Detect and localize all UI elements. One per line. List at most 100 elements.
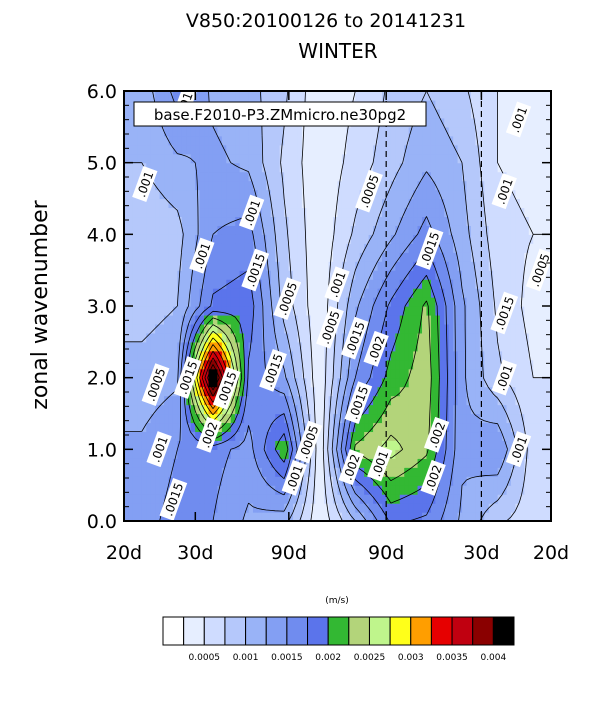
heatmap-cell — [319, 512, 325, 522]
heatmap-cell — [204, 404, 210, 415]
heatmap-cell — [235, 314, 241, 325]
heatmap-cell — [533, 252, 539, 262]
heatmap-cell — [395, 350, 401, 361]
heatmap-cell — [137, 386, 143, 397]
heatmap-cell — [275, 288, 281, 298]
heatmap-cell — [195, 467, 201, 477]
heatmap-cell — [373, 503, 379, 513]
heatmap-cell — [177, 458, 183, 468]
heatmap-cell — [333, 413, 339, 424]
heatmap-cell — [279, 153, 285, 164]
heatmap-cell — [528, 314, 534, 325]
heatmap-cell — [546, 108, 552, 119]
contour-line — [182, 249, 448, 522]
heatmap-cell — [422, 449, 428, 459]
heatmap-cell — [301, 162, 307, 173]
heatmap-cell — [159, 512, 165, 522]
heatmap-cell — [528, 512, 534, 522]
heatmap-cell — [261, 153, 267, 164]
heatmap-cell — [355, 422, 361, 433]
heatmap-cell — [341, 234, 347, 244]
heatmap-cell — [132, 368, 138, 379]
heatmap-cell — [301, 476, 307, 486]
heatmap-cell — [368, 476, 374, 486]
heatmap-cell — [124, 440, 130, 450]
x-tick-label: 90d — [368, 542, 404, 564]
heatmap-cell — [417, 404, 423, 415]
heatmap-cell — [190, 216, 196, 226]
heatmap-cell — [261, 494, 267, 504]
heatmap-cell — [426, 350, 432, 361]
heatmap-cell — [399, 144, 405, 155]
heatmap-cell — [310, 189, 316, 200]
heatmap-cell — [146, 234, 152, 244]
heatmap-cell — [408, 288, 414, 298]
heatmap-cell — [301, 189, 307, 200]
heatmap-cell — [190, 252, 196, 262]
heatmap-cell — [226, 467, 232, 477]
heatmap-cell — [506, 252, 512, 262]
heatmap-cell — [141, 225, 147, 235]
heatmap-cell — [537, 288, 543, 298]
heatmap-cell — [248, 153, 254, 164]
heatmap-cell — [248, 368, 254, 379]
heatmap-cell — [150, 314, 156, 325]
heatmap-cell — [502, 476, 508, 486]
heatmap-cell — [479, 252, 485, 262]
heatmap-cell — [310, 306, 316, 316]
heatmap-cell — [306, 91, 312, 101]
heatmap-cell — [542, 386, 548, 397]
heatmap-cell — [533, 512, 539, 522]
heatmap-cell — [252, 458, 259, 468]
heatmap-cell — [212, 91, 219, 101]
heatmap-cell — [426, 162, 432, 173]
heatmap-cell — [453, 485, 459, 495]
heatmap-cell — [124, 225, 130, 235]
heatmap-cell — [546, 314, 552, 325]
dashed-period-lines — [385, 91, 482, 521]
heatmap-cell — [257, 368, 263, 379]
heatmap-cell — [390, 368, 396, 379]
heatmap-cell — [377, 368, 383, 379]
heatmap-cell — [444, 279, 450, 289]
heatmap-cell — [266, 512, 272, 522]
heatmap-cell — [493, 234, 499, 244]
heatmap-cell — [168, 386, 174, 397]
heatmap-cell — [275, 422, 281, 433]
heatmap-cell — [310, 252, 316, 262]
heatmap-cell — [484, 261, 490, 271]
heatmap-cell — [208, 503, 214, 513]
heatmap-cell — [484, 180, 490, 191]
heatmap-cell — [426, 512, 432, 522]
heatmap-cell — [466, 377, 472, 388]
heatmap-cell — [132, 467, 138, 477]
heatmap-cell — [186, 198, 192, 209]
heatmap-cell — [266, 314, 272, 325]
heatmap-cell — [386, 144, 392, 155]
heatmap-cell — [252, 431, 259, 441]
heatmap-cell — [128, 270, 134, 280]
heatmap-cell — [457, 91, 463, 101]
heatmap-cell — [448, 189, 454, 200]
heatmap-cell — [488, 126, 494, 137]
heatmap-cell — [208, 377, 214, 388]
heatmap-cell — [159, 359, 165, 370]
heatmap-cell — [155, 332, 161, 343]
heatmap-cell — [172, 261, 178, 271]
heatmap-cell — [355, 467, 361, 477]
heatmap-cell — [230, 279, 236, 289]
heatmap-cell — [546, 198, 552, 209]
heatmap-cell — [506, 135, 512, 146]
heatmap-cell — [444, 162, 450, 173]
heatmap-cell — [377, 162, 383, 173]
heatmap-cell — [301, 368, 307, 379]
heatmap-cell — [475, 467, 481, 477]
heatmap-cell — [279, 216, 285, 226]
heatmap-cell — [533, 386, 539, 397]
heatmap-cell — [301, 288, 307, 298]
heatmap-cell — [275, 252, 281, 262]
heatmap-cell — [132, 422, 138, 433]
heatmap-cell — [261, 91, 267, 101]
heatmap-cell — [475, 171, 481, 182]
heatmap-cell — [466, 395, 472, 406]
